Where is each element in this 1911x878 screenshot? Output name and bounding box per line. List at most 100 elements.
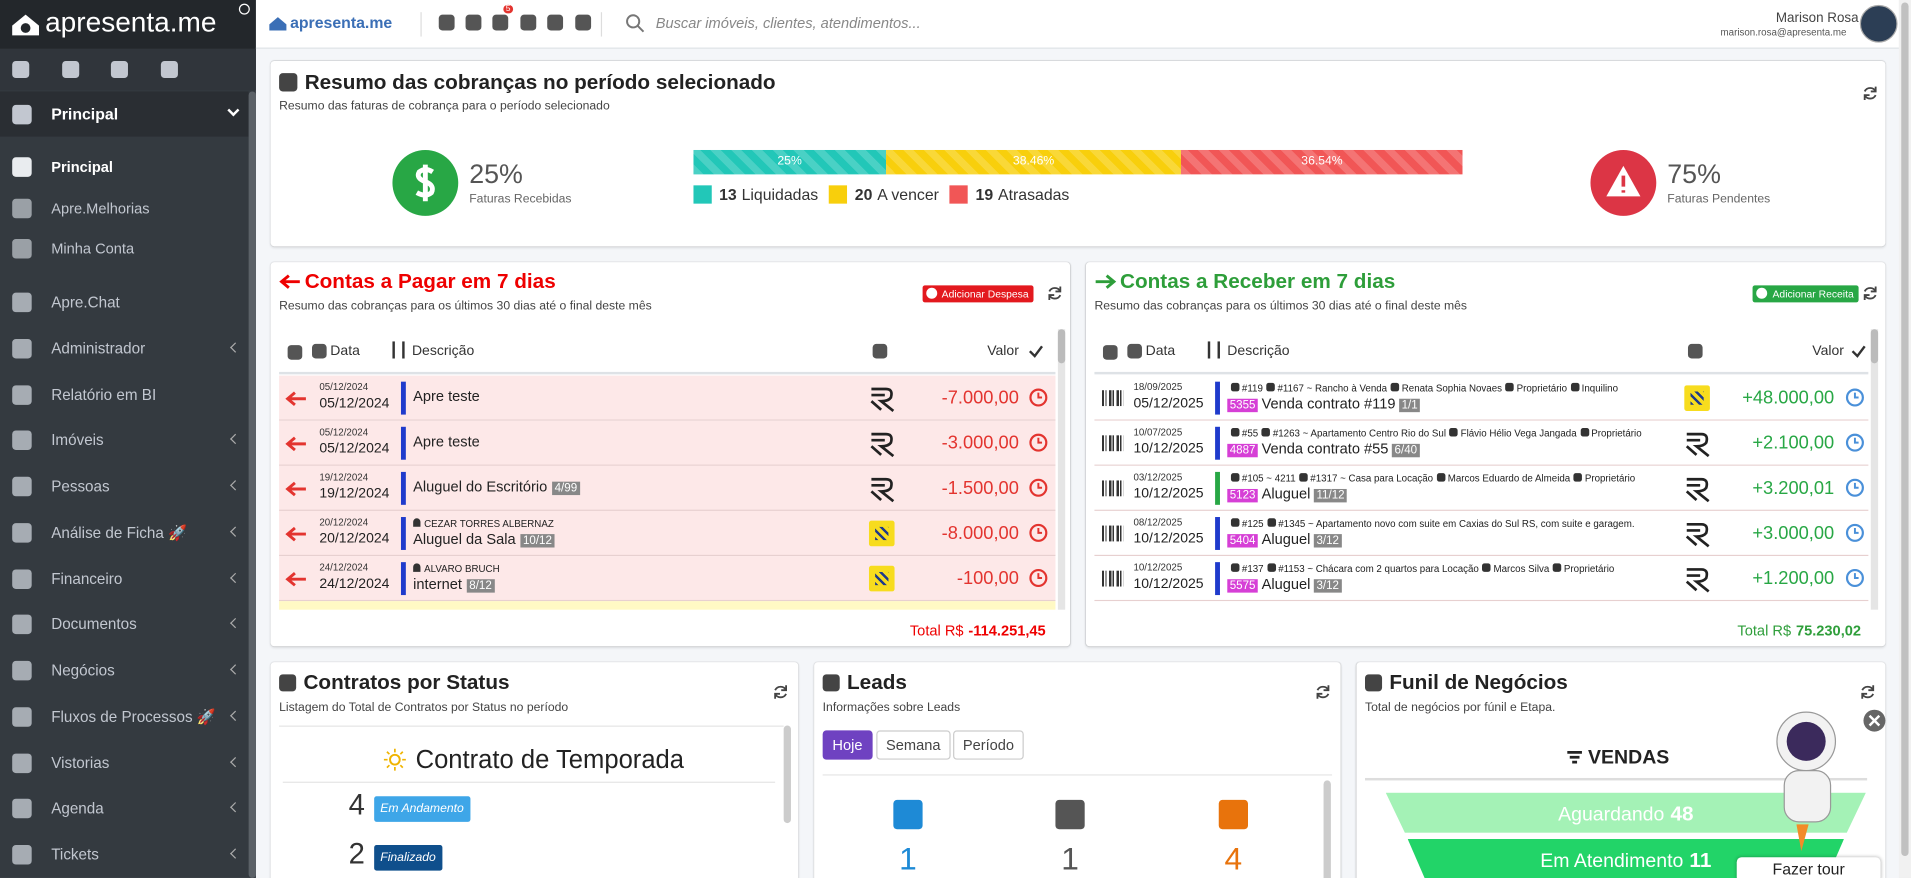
table-row[interactable]: 03/12/2025 10/12/2025 #105 ~ 4211 #1317 ~ C… — [1094, 465, 1869, 511]
menu-section[interactable]: Principal — [0, 91, 249, 137]
menu-item[interactable]: Apre.Chat — [0, 283, 249, 322]
table-row[interactable]: 10/07/2025 10/12/2025 #55 #1263 ~ Apartamen… — [1094, 420, 1869, 466]
menu-label: Financeiro — [51, 570, 123, 588]
refresh-button[interactable] — [773, 684, 789, 700]
tour-button[interactable]: Fazer tour — [1736, 857, 1881, 878]
clock-icon-part — [1853, 573, 1859, 579]
table-row[interactable]: 20/12/2024 20/12/2024 CEZAR TORRES ALBERNA… — [279, 510, 1056, 557]
icon — [438, 14, 455, 31]
add-button[interactable]: Adicionar Receita — [1753, 285, 1859, 303]
menu-item[interactable]: Negócios — [0, 651, 249, 690]
close-button[interactable] — [1862, 708, 1886, 732]
avatar[interactable] — [1859, 4, 1898, 43]
progress-label: 36.54% — [1301, 154, 1343, 169]
logo-icon — [12, 14, 39, 36]
installment-tag: 3/12 — [1314, 534, 1342, 548]
refresh-button[interactable] — [1862, 285, 1878, 301]
tab[interactable]: Semana — [876, 730, 951, 760]
description-text: Aluguel — [1261, 530, 1311, 548]
table-row[interactable]: 10/12/2025 10/12/2025 #137 #1153 ~ Chácara … — [1094, 556, 1869, 602]
arrow-icon — [285, 571, 306, 587]
menu-item[interactable]: Financeiro — [0, 559, 249, 598]
menu-item[interactable]: Documentos — [0, 605, 249, 644]
ref: #1167 ~ Rancho à Venda — [1277, 382, 1388, 394]
status-bar — [1215, 471, 1220, 505]
submenu-item[interactable]: Minha Conta — [0, 228, 249, 268]
submenu-item[interactable]: Principal — [0, 146, 249, 186]
funnel-heading: VENDAS — [1588, 747, 1670, 769]
table-header: Data Descrição Valor — [279, 329, 1056, 375]
icon — [1127, 343, 1142, 359]
icon — [12, 568, 32, 589]
scrollbar-thumb — [1057, 329, 1066, 364]
date-small: 24/12/2024 — [319, 562, 369, 574]
card-subtitle: Resumo das cobranças para os últimos 30 … — [279, 299, 652, 314]
icon — [12, 157, 32, 177]
menu-item[interactable]: Tickets — [0, 835, 249, 874]
tab[interactable]: Período — [953, 730, 1024, 760]
ref-icon — [1390, 382, 1400, 392]
clock-icon-part — [1029, 568, 1048, 588]
column-header: Valor — [1812, 343, 1844, 359]
description-line: 5355 Venda contrato #119 1/1 — [1227, 396, 1618, 413]
add-button[interactable]: Adicionar Despesa — [922, 285, 1034, 303]
check-icon — [1851, 345, 1866, 358]
refresh-button[interactable] — [1860, 684, 1876, 700]
refresh-button[interactable] — [1862, 85, 1878, 101]
legend-swatch — [829, 185, 848, 204]
person-icon — [413, 518, 421, 527]
table-row[interactable]: 05/12/2024 05/12/2024 Apre teste -3.000,00 — [279, 420, 1056, 466]
menu-item[interactable]: Pessoas — [0, 467, 249, 506]
bank-logo-part — [1685, 568, 1710, 593]
menu-item[interactable]: Agenda — [0, 789, 249, 828]
topbar: apresenta.me 5 Buscar imóveis, clientes, a… — [255, 0, 1911, 49]
ref: #137 — [1241, 563, 1264, 575]
icon — [12, 614, 32, 635]
search-input[interactable]: Buscar imóveis, clientes, atendimentos..… — [655, 14, 921, 32]
ref-icon — [1299, 473, 1308, 482]
refresh-button[interactable] — [1047, 285, 1063, 301]
arrow-icon-part — [1095, 274, 1117, 289]
icon — [1687, 343, 1703, 359]
amount: -3.000,00 — [941, 432, 1019, 454]
menu-item[interactable]: Vistorias — [0, 743, 249, 782]
status-bar — [400, 471, 406, 505]
tab[interactable]: Hoje — [822, 730, 873, 760]
refresh-button[interactable] — [1315, 684, 1331, 700]
description-line: internet 8/12 — [413, 576, 499, 594]
sun-icon-part — [383, 748, 406, 771]
card: Contratos por Status Listagem do Total de… — [270, 662, 799, 878]
bank-logo — [1684, 385, 1710, 411]
menu-item[interactable]: Administrador — [0, 329, 249, 368]
scrollbar-thumb — [1870, 329, 1879, 364]
column-header: Data — [330, 343, 360, 359]
legend-name: Liquidadas — [741, 185, 819, 204]
logo-icon-part — [20, 23, 31, 33]
table-row[interactable]: 19/12/2024 19/12/2024 Aluguel do Escritóri… — [279, 465, 1056, 511]
menu-item[interactable]: Análise de Ficha 🚀 — [0, 513, 249, 552]
menu-label: Vistorias — [51, 754, 110, 772]
table-row[interactable]: 18/09/2025 05/12/2025 #119 #1167 ~ Rancho à… — [1094, 375, 1869, 421]
icon — [822, 674, 840, 692]
clock-icon-part — [1037, 482, 1043, 489]
chevron — [230, 664, 241, 675]
card-title: Leads — [847, 670, 907, 694]
description: CEZAR TORRES ALBERNAZ Aluguel da Sala 10/1… — [413, 516, 555, 549]
menu-item[interactable]: Relatório em BI — [0, 375, 249, 414]
description-line: 5575 Aluguel 3/12 — [1227, 576, 1614, 594]
card-title: Funil de Negócios — [1389, 670, 1568, 694]
table-row[interactable]: 05/12/2024 05/12/2024 Apre teste -7.000,00 — [279, 375, 1056, 421]
icon — [312, 343, 327, 359]
menu-item[interactable]: Fluxos de Processos 🚀 — [0, 697, 249, 736]
table-row[interactable]: 08/12/2025 10/12/2025 #125 #1345 ~ Apartame… — [1094, 510, 1869, 557]
chevron — [230, 618, 241, 629]
table-row[interactable]: 24/12/2024 24/12/2024 ALVARO BRUCH internet… — [279, 556, 1056, 602]
card-subtitle: Total de negócios por fúnil e Etapa. — [1365, 701, 1556, 715]
legend-swatch — [949, 185, 969, 204]
ref-icon — [1230, 428, 1240, 437]
search-icon-part — [636, 24, 645, 33]
chevron — [230, 848, 241, 859]
arrow-icon — [285, 481, 306, 497]
menu-item[interactable]: Imóveis — [0, 421, 249, 460]
submenu-item[interactable]: Apre.Melhorias — [0, 187, 249, 227]
